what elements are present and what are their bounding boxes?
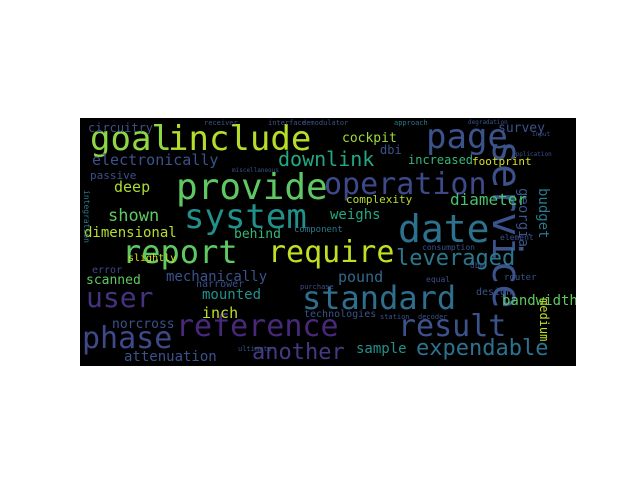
cloud-word-application: application — [512, 151, 552, 158]
cloud-word-slightly: slightly — [128, 253, 177, 264]
cloud-word-purchase: purchase — [300, 283, 334, 291]
cloud-word-provide: provide — [176, 167, 328, 208]
cloud-word-result: result — [398, 309, 507, 344]
cloud-word-cockpit: cockpit — [342, 131, 397, 146]
cloud-word-equal: equal — [426, 275, 451, 284]
cloud-word-another: another — [252, 340, 345, 365]
cloud-word-survey: survey — [498, 121, 545, 136]
cloud-word-design: design — [476, 287, 513, 298]
cloud-word-goal: goal — [90, 119, 172, 159]
cloud-word-operation: operation — [324, 167, 487, 202]
cloud-word-approach: approach — [394, 119, 428, 127]
cloud-word-shown: shown — [108, 206, 160, 226]
cloud-word-medium: medium — [537, 298, 551, 342]
cloud-word-budget: budget — [535, 188, 551, 239]
cloud-word-station: station — [380, 313, 410, 321]
cloud-word-standard: standard — [302, 279, 457, 317]
cloud-word-mechanically: mechanically — [166, 269, 268, 285]
cloud-word-element: element — [500, 233, 534, 242]
cloud-word-mounted: mounted — [202, 287, 262, 303]
cloud-word-receiver: receiver — [204, 119, 238, 127]
cloud-word-component: component — [294, 225, 343, 235]
cloud-word-router: router — [504, 273, 537, 283]
cloud-word-bandwidth: bandwidth — [502, 293, 576, 309]
cloud-word-electronically: electronically — [92, 151, 219, 169]
cloud-word-report: report — [122, 233, 238, 271]
cloud-word-behind: behind — [234, 227, 281, 242]
cloud-word-increased: increased — [408, 153, 474, 167]
cloud-word-leveraged: leveraged — [396, 246, 516, 271]
cloud-word-interface: interface — [268, 119, 306, 127]
cloud-word-dbw: dbw — [470, 261, 485, 270]
cloud-word-integration: integration — [82, 190, 91, 243]
cloud-word-consumption: consumption — [422, 243, 475, 252]
cloud-word-reference: reference — [176, 309, 339, 344]
cloud-word-pound: pound — [338, 268, 384, 286]
cloud-word-deep: deep — [114, 178, 151, 196]
cloud-word-input: input — [532, 131, 551, 138]
cloud-word-include: include — [168, 119, 312, 159]
cloud-word-date: date — [398, 207, 490, 251]
cloud-word-circuitry: circuitry — [88, 121, 154, 135]
cloud-word-scanned: scanned — [86, 273, 141, 288]
word-cloud: goal include page provide operation system dat… — [80, 118, 576, 366]
cloud-word-attenuation: attenuation — [124, 349, 217, 365]
cloud-word-system: system — [184, 197, 307, 237]
cloud-word-error: error — [92, 265, 123, 276]
cloud-word-downlink: downlink — [278, 147, 375, 171]
cloud-word-norcross: norcross — [112, 317, 175, 332]
cloud-word-narrower: narrower — [196, 279, 245, 290]
cloud-word-degradation: degradation — [468, 119, 508, 126]
cloud-word-passive: passive — [90, 169, 137, 182]
cloud-word-decoder: decoder — [418, 313, 448, 321]
cloud-word-user: user — [86, 281, 154, 314]
cloud-word-dbi: dbi — [380, 143, 402, 157]
cloud-word-phase: phase — [82, 321, 173, 356]
cloud-word-sample: sample — [356, 341, 407, 357]
cloud-word-miscellaneous: miscellaneous — [232, 167, 279, 174]
cloud-word-ultimate: ultimate — [238, 345, 272, 353]
cloud-word-footprint: footprint — [472, 155, 532, 168]
cloud-word-diameter: diameter — [450, 190, 528, 209]
cloud-word-require: require — [268, 235, 395, 270]
cloud-word-complexity: complexity — [346, 193, 413, 206]
cloud-word-inch: inch — [202, 304, 239, 322]
cloud-word-technologies: technologies — [304, 309, 377, 320]
cloud-word-weighs: weighs — [330, 207, 381, 223]
cloud-word-demodulator: demodulator — [302, 119, 349, 127]
cloud-word-dimensional: dimensional — [84, 225, 177, 241]
cloud-word-page: page — [426, 118, 508, 157]
cloud-word-expendable: expendable — [416, 336, 549, 361]
